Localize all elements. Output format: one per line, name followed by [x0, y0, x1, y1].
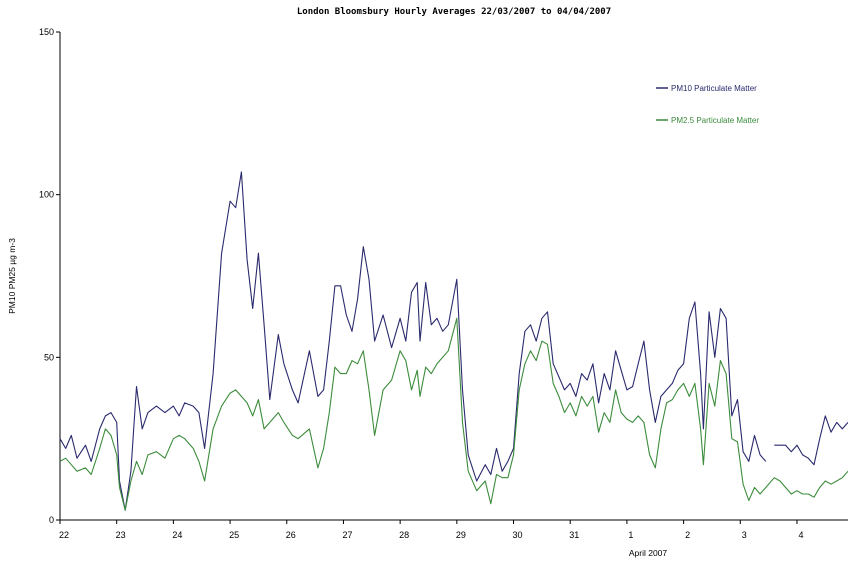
- legend-label: PM2.5 Particulate Matter: [671, 116, 759, 125]
- x-tick-label: 26: [286, 530, 296, 540]
- axes: [56, 31, 848, 524]
- y-tick-label: 100: [39, 190, 54, 200]
- chart-title: London Bloomsbury Hourly Averages 22/03/…: [297, 7, 611, 17]
- x-axis-label: April 2007: [629, 548, 668, 558]
- y-tick-label: 50: [44, 352, 54, 362]
- y-axis-label: PM10 PM25 µg m-3: [7, 238, 17, 314]
- x-tick-label: 2: [685, 530, 690, 540]
- x-tick-label: 27: [342, 530, 352, 540]
- series-line-pm10: [59, 171, 848, 511]
- x-tick-label: 30: [513, 530, 523, 540]
- x-tick-label: 3: [742, 530, 747, 540]
- series-line-pm25: [59, 317, 848, 511]
- x-tick-label: 1: [628, 530, 633, 540]
- legend-label: PM10 Particulate Matter: [671, 84, 757, 93]
- x-tick-label: 23: [116, 530, 126, 540]
- x-tick-label: 28: [399, 530, 409, 540]
- x-tick-label: 31: [569, 530, 579, 540]
- x-tick-label: 24: [172, 530, 182, 540]
- y-tick-label: 150: [39, 27, 54, 37]
- plot-area: [59, 171, 848, 511]
- x-tick-label: 25: [229, 530, 239, 540]
- x-tick-label: 29: [456, 530, 466, 540]
- legend: PM10 Particulate Matter PM2.5 Particulate…: [656, 84, 759, 125]
- y-tick-label: 0: [49, 515, 54, 525]
- x-tick-label: 4: [798, 530, 803, 540]
- x-tick-label: 22: [59, 530, 69, 540]
